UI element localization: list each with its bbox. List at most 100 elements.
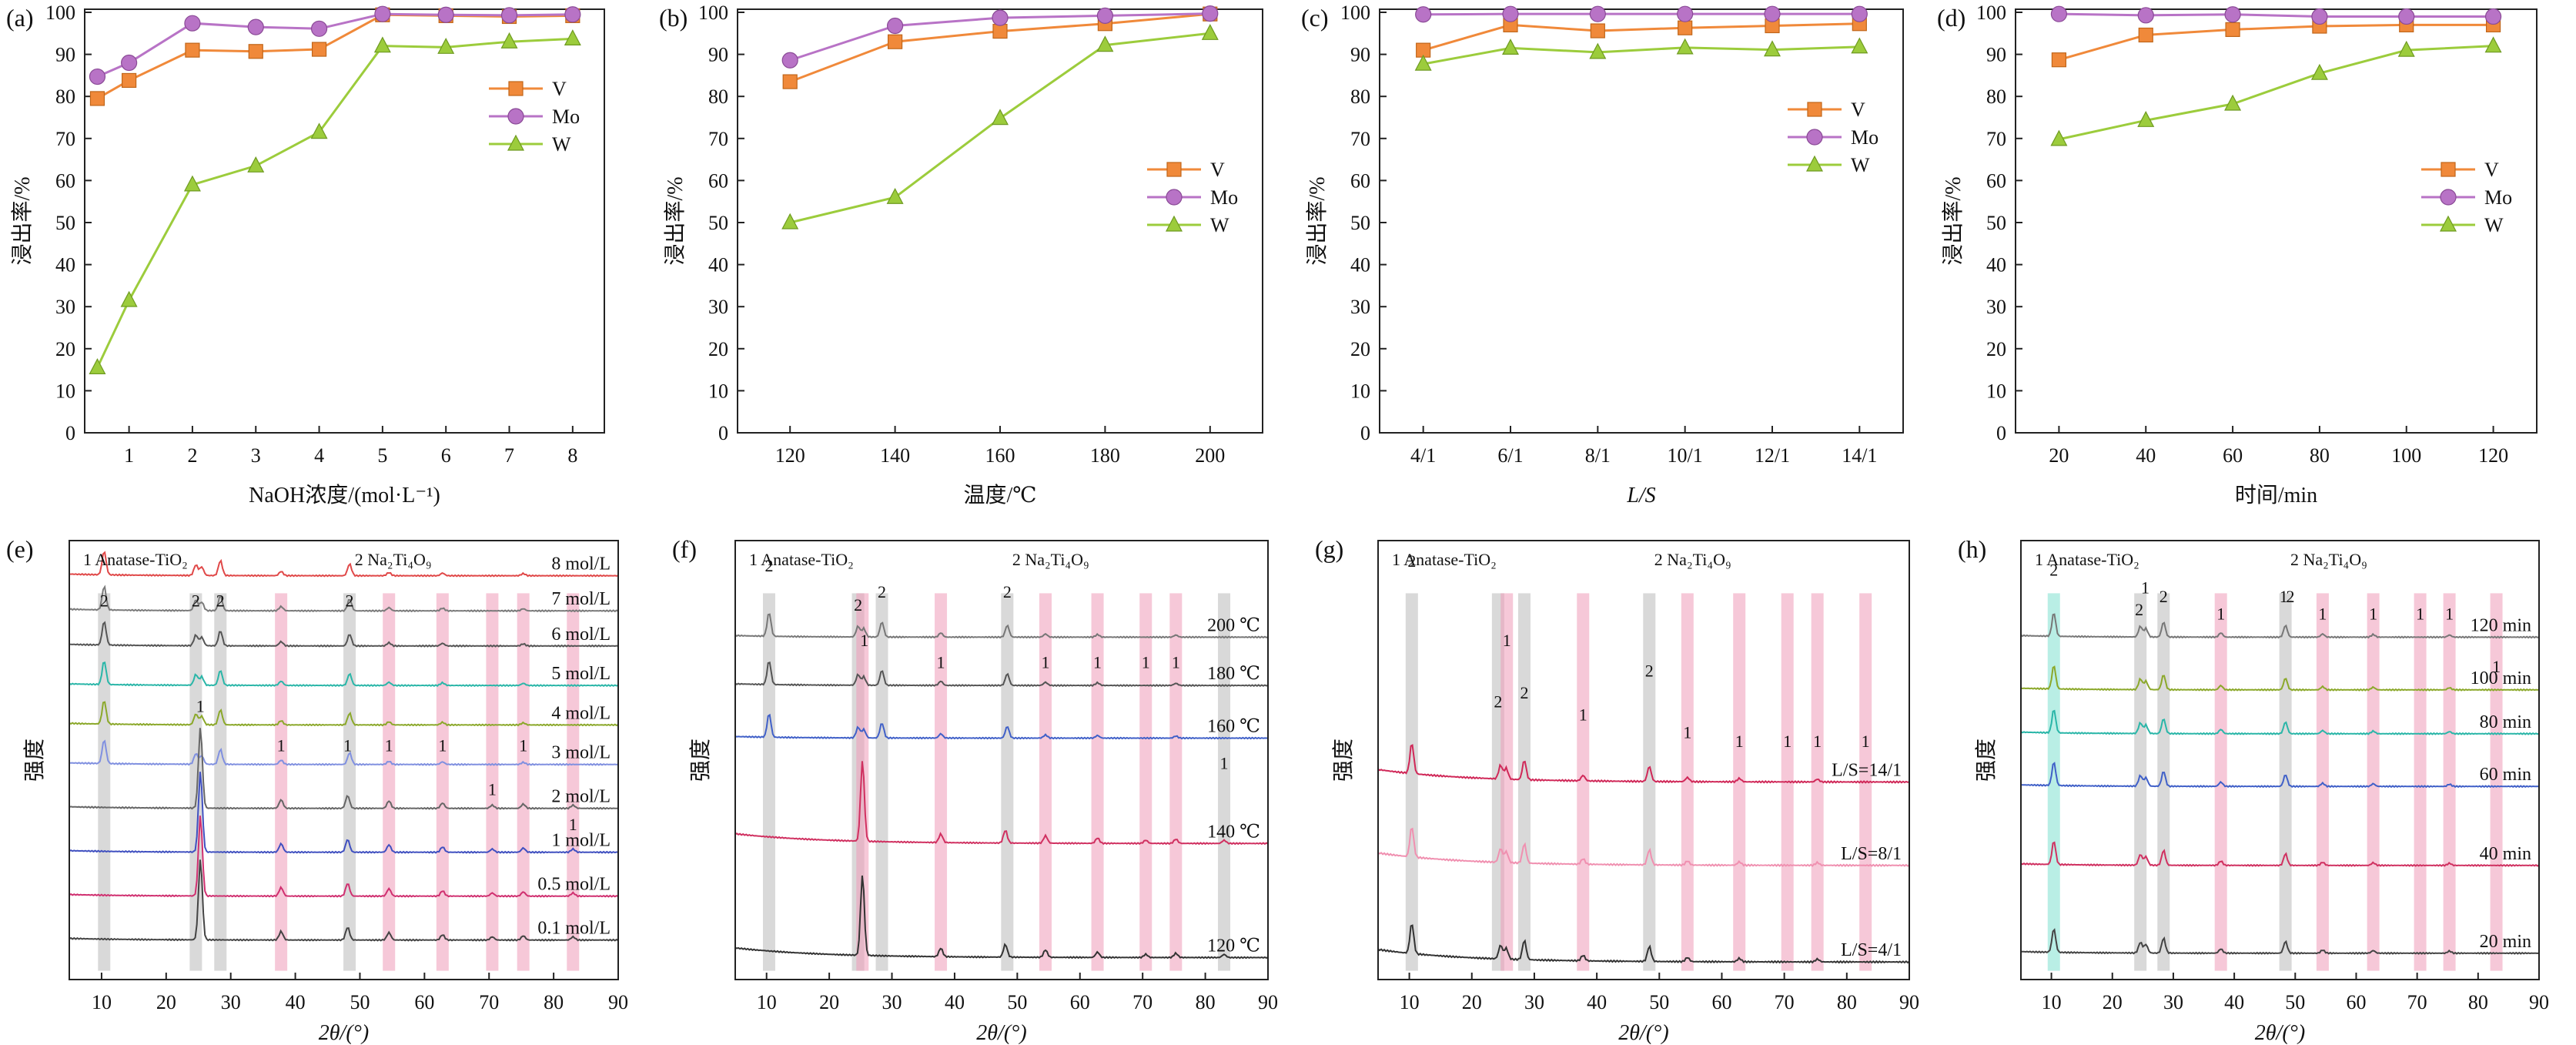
peak-index-label: 2	[2159, 587, 2168, 606]
legend-label: Mo	[1210, 186, 1238, 209]
legend-label: W	[1210, 214, 1229, 236]
legend-marker	[1166, 162, 1182, 177]
pattern-label: 80 min	[2480, 712, 2531, 732]
x-tick-label: 3	[251, 444, 261, 467]
x-axis-label: 2θ/(°)	[319, 1021, 369, 1045]
legend-label: V	[552, 78, 567, 100]
series-line-W	[2059, 45, 2494, 141]
peak-band	[2047, 593, 2060, 971]
peak-band	[343, 593, 356, 971]
pattern-label: 4 mol/L	[551, 703, 611, 723]
data-point-W	[89, 358, 106, 374]
data-point-W	[1502, 39, 1519, 55]
series-line-W	[789, 32, 1210, 224]
peak-index-label: 2	[1645, 661, 1654, 681]
phase-legend-item: 2 Na₂Ti₄O₉	[2290, 550, 2367, 569]
x-tick-label: 7	[504, 444, 514, 467]
x-tick-label: 4/1	[1410, 444, 1436, 467]
pattern-label: 200 ℃	[1207, 615, 1260, 635]
plot-frame	[1377, 540, 1910, 980]
panel-label: (h)	[1958, 535, 1986, 563]
data-point-W	[437, 38, 455, 54]
y-tick-label: 20	[55, 338, 75, 360]
xrd-pattern	[69, 739, 619, 766]
xrd-pattern	[2020, 841, 2540, 867]
data-point-V	[992, 23, 1008, 39]
y-tick-label: 0	[1360, 422, 1370, 444]
peak-band	[1577, 593, 1590, 971]
y-tick-label: 20	[1350, 338, 1370, 360]
peak-index-label: 1	[1041, 652, 1049, 672]
y-tick-label: 90	[55, 44, 75, 66]
data-point-W	[1096, 35, 1114, 52]
x-axis-label: L/S	[1626, 484, 1655, 507]
peak-band	[1811, 593, 1824, 971]
data-point-W	[1851, 37, 1868, 54]
peak-index-label: 1	[1783, 732, 1791, 751]
xrd-pattern	[2020, 665, 2540, 692]
x-tick-label: 40	[1587, 991, 1607, 1013]
data-point-Mo	[1202, 5, 1219, 22]
pattern-label: 3 mol/L	[551, 743, 611, 763]
peak-index-label: 1	[2369, 605, 2377, 624]
x-tick-label: 70	[1132, 991, 1153, 1013]
data-point-W	[781, 213, 799, 229]
x-tick-label: 30	[882, 991, 902, 1013]
data-point-V	[311, 42, 327, 57]
y-tick-label: 80	[1350, 85, 1370, 108]
xrd-pattern	[2020, 709, 2540, 735]
x-tick-label: 10	[757, 991, 777, 1013]
plot-frame	[84, 8, 605, 434]
legend-marker	[2440, 215, 2457, 232]
legend-label: Mo	[2484, 186, 2512, 209]
x-tick-label: 60	[1070, 991, 1090, 1013]
phase-legend-item: 1 Anatase-TiO₂	[2035, 550, 2139, 569]
peak-band	[275, 593, 288, 971]
data-point-W	[2397, 40, 2415, 57]
peak-index-label: 2	[192, 591, 200, 611]
peak-index-label: 1	[569, 815, 577, 834]
x-tick-label: 120	[775, 444, 805, 467]
peak-index-label: 1	[2445, 605, 2454, 624]
y-axis-label: 强度	[688, 739, 713, 782]
data-point-Mo	[2137, 7, 2154, 24]
x-tick-label: 1	[124, 444, 134, 467]
y-tick-label: 30	[1986, 296, 2006, 318]
y-tick-label: 50	[1986, 212, 2006, 234]
x-tick-label: 80	[2468, 991, 2488, 1013]
y-tick-label: 70	[55, 128, 75, 150]
data-point-W	[2224, 94, 2242, 111]
panel-label: (e)	[6, 535, 34, 563]
xrd-pattern	[69, 772, 619, 854]
x-tick-label: 80	[2310, 444, 2330, 467]
phase-legend-item: 1 Anatase-TiO₂	[1392, 550, 1497, 569]
y-tick-label: 70	[708, 128, 728, 150]
x-tick-label: 60	[1711, 991, 1731, 1013]
peak-band	[762, 593, 775, 971]
data-point-V	[887, 34, 903, 49]
data-point-Mo	[247, 18, 264, 35]
series-line-Mo	[1423, 12, 1860, 16]
data-point-Mo	[886, 17, 904, 35]
peak-index-label: 1	[438, 736, 447, 755]
pattern-label: 100 min	[2471, 668, 2531, 688]
data-point-V	[2051, 52, 2067, 68]
y-tick-label: 90	[1350, 44, 1370, 66]
x-tick-label: 70	[479, 991, 499, 1013]
peak-index-label: 2	[1494, 692, 1502, 712]
x-tick-label: 50	[1007, 991, 1027, 1013]
y-axis-label: 强度	[1331, 739, 1356, 782]
legend-label: W	[2484, 214, 2504, 236]
chart-panel-a: 0 10 20 30 40 50 60 70 80 90 100 1 2 3 4 5 6 7 8 NaOH浓度/(mo…	[6, 2, 605, 507]
peak-index-label: 2	[216, 591, 225, 611]
x-tick-label: 6	[441, 444, 451, 467]
peak-band	[2414, 593, 2427, 971]
y-tick-label: 50	[55, 212, 75, 234]
peak-band	[1218, 593, 1231, 971]
chart-panel-d: 0 10 20 30 40 50 60 70 80 90 100 20 40 60 80 100 120 时间/m…	[1937, 2, 2538, 507]
data-point-V	[782, 74, 798, 89]
peak-index-label: 1	[2141, 578, 2149, 597]
series-line-V	[96, 13, 573, 100]
x-tick-label: 70	[1775, 991, 1795, 1013]
